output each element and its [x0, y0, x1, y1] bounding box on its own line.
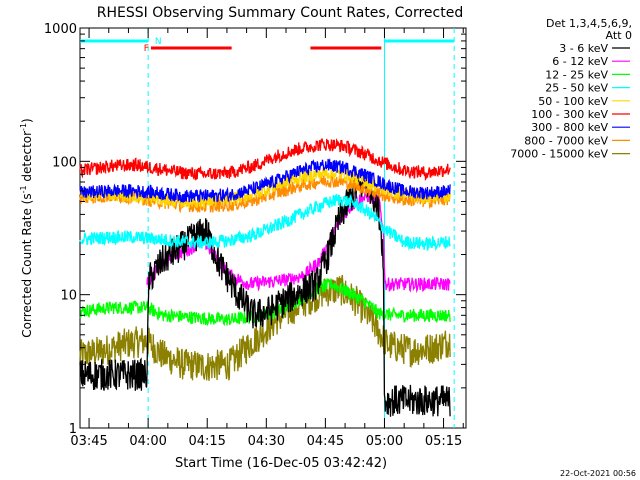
series-line: [79, 274, 451, 381]
x-axis-label: Start Time (16-Dec-05 03:42:42): [175, 456, 387, 471]
x-tick-label: 05:00: [366, 434, 403, 449]
legend-label: 6 - 12 keV: [552, 55, 608, 68]
x-tick-label: 04:45: [307, 434, 344, 449]
y-tick-label: 100: [52, 155, 77, 170]
legend-label: 300 - 800 keV: [531, 121, 608, 134]
x-tick-label: 04:30: [248, 434, 285, 449]
x-tick-label: 04:00: [129, 434, 166, 449]
series-line: [79, 193, 451, 252]
x-axis: 03:45 04:00 04:15 04:30 04:45 05:00 05:15: [70, 28, 464, 449]
legend-label: 12 - 25 keV: [545, 68, 608, 81]
plot-frame: [79, 27, 467, 429]
timestamp: 22-Oct-2021 00:56: [560, 469, 636, 478]
legend-header-2: Att 0: [606, 29, 632, 42]
series-line: [79, 158, 451, 204]
x-tick-label: 04:15: [188, 434, 225, 449]
flare-label: F: [144, 44, 149, 54]
attenuator-label: N: [155, 37, 162, 47]
series-line: [79, 171, 451, 417]
x-tick-label: 03:45: [70, 434, 107, 449]
x-tick-label: 05:15: [425, 434, 462, 449]
y-tick-label: 1: [69, 422, 77, 437]
y-tick-label: 10: [60, 289, 77, 304]
y-tick-label: 1000: [44, 22, 77, 37]
legend-label: 50 - 100 keV: [538, 95, 608, 108]
legend-label: 3 - 6 keV: [559, 42, 608, 55]
y-axis: 1 10 100 1000: [44, 22, 466, 437]
y-axis-label: Corrected Count Rate (s-1 detector-1): [19, 118, 34, 337]
legend-label: 800 - 7000 keV: [524, 134, 608, 147]
series-layer: [79, 138, 451, 417]
legend-label: 7000 - 15000 keV: [510, 148, 608, 161]
chart-title: RHESSI Observing Summary Count Rates, Co…: [97, 5, 463, 21]
legend-label: 100 - 300 keV: [531, 108, 608, 121]
legend-header-1: Det 1,3,4,5,6,9,: [546, 17, 632, 30]
series-line: [79, 138, 451, 182]
legend-label: 25 - 50 keV: [545, 82, 608, 95]
